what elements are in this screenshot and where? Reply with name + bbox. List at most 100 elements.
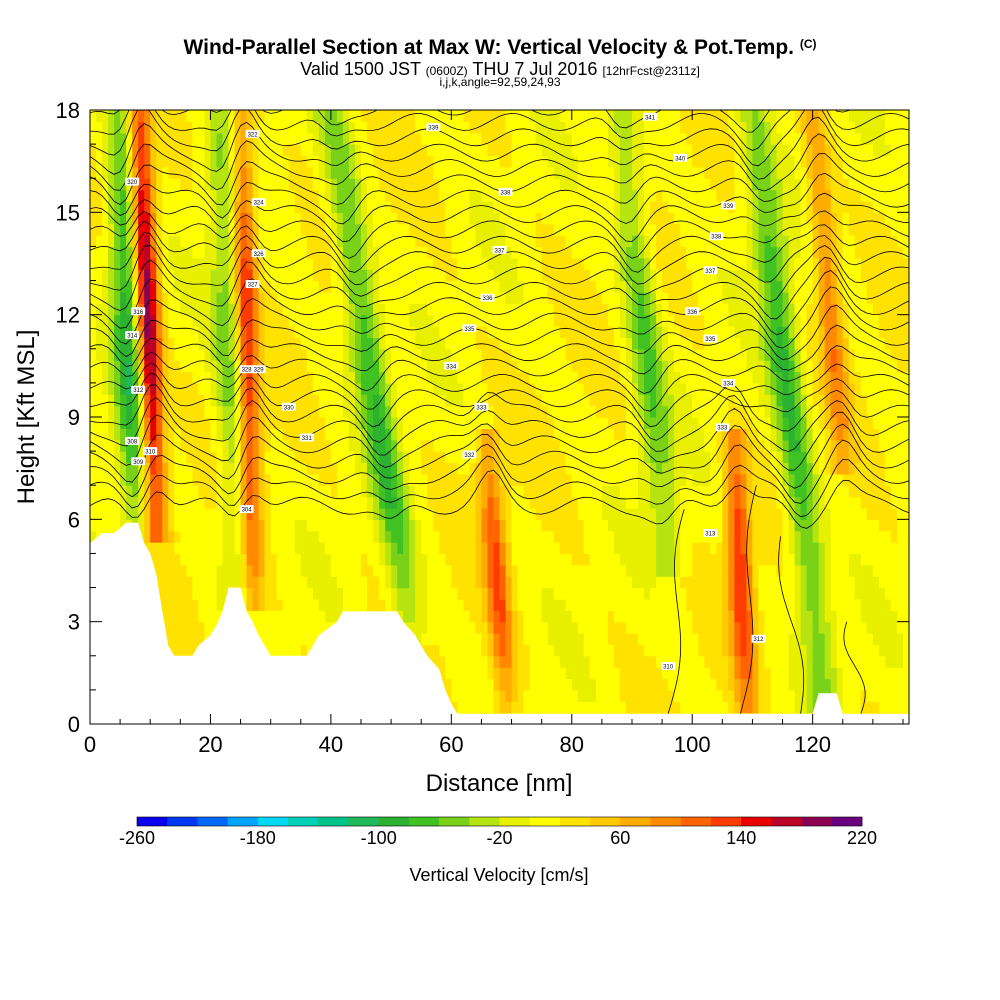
field-cell bbox=[529, 655, 537, 668]
field-cell bbox=[878, 519, 886, 532]
field-cell bbox=[457, 519, 464, 532]
field-cell bbox=[144, 519, 151, 532]
field-cell bbox=[547, 405, 555, 418]
field-cell bbox=[547, 519, 555, 532]
field-cell bbox=[144, 417, 151, 429]
field-cell bbox=[312, 496, 320, 509]
field-cell bbox=[330, 530, 338, 543]
field-cell bbox=[872, 689, 880, 702]
field-cell bbox=[764, 394, 772, 407]
field-cell bbox=[728, 576, 735, 589]
field-cell bbox=[842, 689, 850, 702]
field-cell bbox=[794, 428, 802, 441]
field-cell bbox=[463, 417, 470, 429]
field-cell bbox=[318, 496, 326, 509]
field-cell bbox=[830, 530, 838, 543]
field-cell bbox=[662, 689, 669, 702]
field-cell bbox=[770, 553, 778, 566]
field-cell bbox=[638, 508, 645, 520]
field-cell bbox=[457, 667, 464, 680]
field-cell bbox=[824, 678, 832, 691]
field-cell bbox=[499, 689, 507, 702]
field-cell bbox=[668, 337, 675, 350]
field-cell bbox=[878, 314, 886, 327]
field-cell bbox=[686, 417, 693, 429]
field-cell bbox=[210, 439, 217, 452]
field-cell bbox=[842, 417, 850, 429]
field-cell bbox=[457, 428, 464, 441]
field-cell bbox=[168, 428, 175, 441]
field-cell bbox=[547, 587, 555, 600]
field-cell bbox=[674, 473, 681, 486]
field-cell bbox=[842, 655, 850, 668]
field-cell bbox=[674, 644, 681, 657]
field-cell bbox=[698, 326, 705, 338]
field-cell bbox=[728, 417, 735, 429]
field-cell bbox=[794, 519, 802, 532]
field-cell bbox=[312, 621, 320, 634]
field-cell bbox=[788, 314, 796, 327]
field-cell bbox=[619, 382, 627, 395]
field-cell bbox=[427, 598, 434, 611]
field-cell bbox=[824, 519, 832, 532]
field-cell bbox=[680, 485, 687, 498]
field-cell bbox=[595, 633, 603, 645]
field-cell bbox=[752, 360, 759, 373]
field-cell bbox=[511, 405, 519, 418]
field-cell bbox=[903, 439, 909, 452]
field-cell bbox=[102, 485, 109, 498]
field-cell bbox=[108, 326, 115, 338]
field-cell bbox=[571, 644, 579, 657]
field-cell bbox=[650, 655, 657, 668]
field-cell bbox=[294, 508, 302, 520]
field-cell bbox=[300, 360, 308, 373]
field-cell bbox=[559, 519, 567, 532]
field-cell bbox=[120, 326, 127, 338]
field-cell bbox=[499, 473, 507, 486]
field-cell bbox=[403, 405, 410, 418]
field-cell bbox=[686, 610, 693, 623]
field-cell bbox=[830, 360, 838, 373]
field-cell bbox=[903, 633, 909, 645]
field-cell bbox=[535, 598, 543, 611]
field-cell bbox=[240, 519, 248, 532]
field-cell bbox=[228, 530, 236, 543]
field-cell bbox=[198, 314, 205, 327]
field-cell bbox=[692, 360, 699, 373]
field-cell bbox=[439, 394, 446, 407]
field-cell bbox=[842, 553, 850, 566]
field-cell bbox=[192, 587, 199, 600]
field-cell bbox=[204, 508, 211, 520]
field-cell bbox=[234, 576, 242, 589]
field-cell bbox=[535, 405, 543, 418]
field-cell bbox=[192, 326, 199, 338]
field-cell bbox=[156, 553, 163, 566]
field-cell bbox=[156, 462, 163, 475]
field-cell bbox=[897, 633, 904, 645]
field-cell bbox=[445, 314, 452, 327]
field-cell bbox=[445, 678, 452, 691]
field-cell bbox=[517, 451, 525, 464]
field-cell bbox=[529, 462, 537, 475]
field-cell bbox=[282, 314, 290, 327]
field-cell bbox=[90, 417, 97, 429]
field-cell bbox=[595, 485, 603, 498]
field-cell bbox=[650, 678, 657, 691]
field-cell bbox=[734, 394, 741, 407]
field-cell bbox=[529, 508, 537, 520]
field-cell bbox=[897, 439, 904, 452]
field-cell bbox=[638, 371, 645, 384]
field-cell bbox=[577, 394, 585, 407]
field-cell bbox=[836, 587, 844, 600]
field-cell bbox=[728, 337, 735, 350]
field-cell bbox=[788, 678, 796, 691]
field-cell bbox=[385, 553, 392, 566]
field-cell bbox=[848, 462, 856, 475]
field-cell bbox=[644, 485, 651, 498]
field-cell bbox=[644, 553, 651, 566]
field-cell bbox=[385, 519, 392, 532]
field-cell bbox=[662, 462, 669, 475]
field-cell bbox=[348, 462, 356, 475]
field-cell bbox=[367, 371, 374, 384]
field-cell bbox=[746, 655, 753, 668]
